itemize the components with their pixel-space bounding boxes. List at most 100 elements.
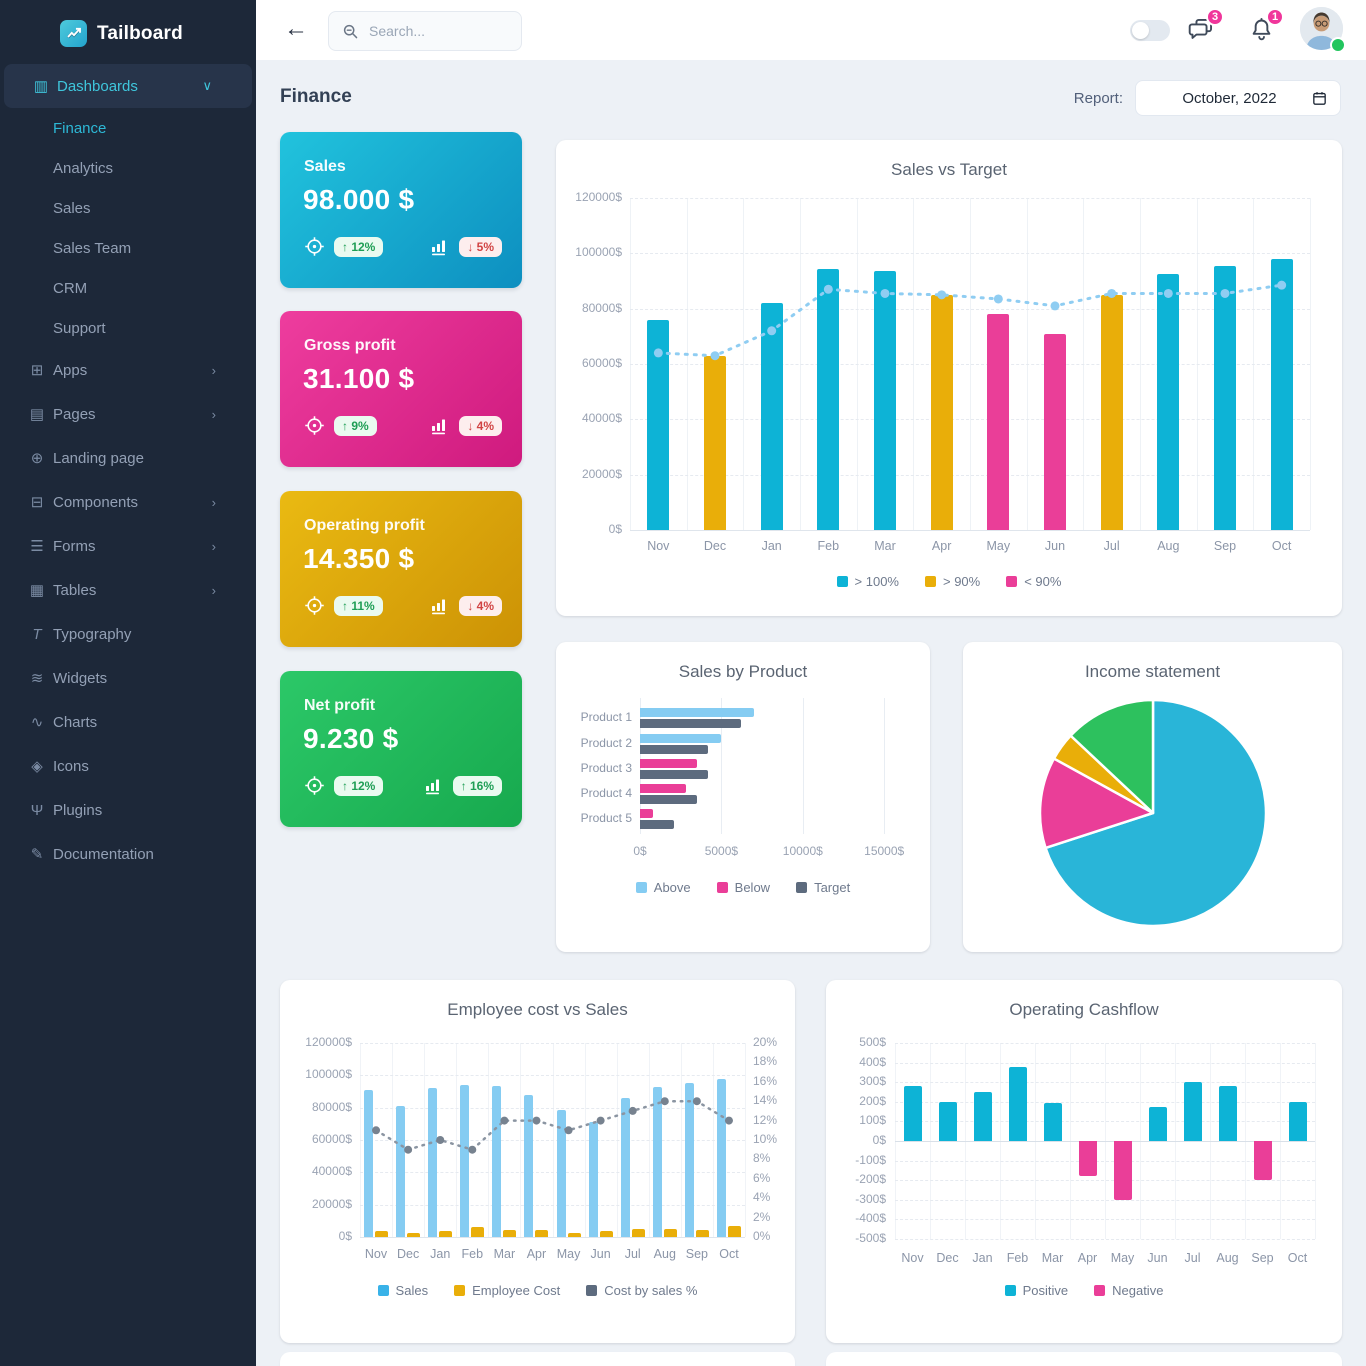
bar-Jul [1100,294,1123,530]
x-label-May: May [1110,1251,1135,1265]
x-label-Mar: Mar [493,1247,516,1261]
sidebar-item-icons[interactable]: ◈ Icons [0,744,256,788]
sidebar-item-components[interactable]: ⊟ Components › [0,480,256,524]
sidebar-item-documentation[interactable]: ✎ Documentation [0,832,256,876]
x-label-Sep: Sep [1251,1251,1274,1265]
chevron-right-icon: › [211,406,216,422]
bar-actual-5 [640,809,654,818]
legend-label: > 90% [942,574,981,589]
sidebar-item-landing-page[interactable]: ⊕ Landing page [0,436,256,480]
kpi-badge-target: ↑ 9% [334,415,377,436]
notifications-button[interactable]: 1 [1248,8,1284,44]
grid-line-h [895,1082,1315,1084]
sidebar-item-label: Tables [53,581,97,599]
x-label-Aug: Aug [1157,539,1180,553]
bar-Sep [1253,1141,1272,1181]
legend-item-1[interactable]: Below [716,880,770,895]
y-tick-label: 500$ [859,1035,886,1049]
legend-label: Negative [1112,1283,1164,1298]
kpi-badge-target: ↑ 12% [334,775,384,796]
bar-sales-Nov [364,1089,374,1237]
bar-chart-icon [430,596,450,615]
sidebar-item-finance[interactable]: Finance [0,108,256,148]
target-point [1050,301,1060,311]
bar-cost-Dec [407,1232,421,1237]
legend-swatch [716,882,728,893]
y-left-label: 120000$ [305,1035,352,1049]
grid-line-h [360,1107,745,1109]
bar-target-5 [640,820,675,829]
y-left-label: 100000$ [305,1067,352,1082]
sidebar-item-widgets[interactable]: ≋ Widgets [0,656,256,700]
x-label-Jan: Jan [761,539,782,553]
legend-item-0[interactable]: > 100% [836,574,899,589]
x-label-Jul: Jul [1103,539,1120,553]
legend-label: Positive [1022,1283,1069,1298]
kpi-title: Sales [304,158,346,175]
bar-Mar [1043,1102,1062,1141]
grid-line-h [895,1062,1315,1064]
y-tick-label: 100$ [859,1113,886,1128]
apps-icon: ⊞ [30,362,44,379]
kpi-badge-target: ↑ 11% [334,595,383,616]
bar-target-2 [640,745,709,754]
bar-Oct [1270,258,1293,530]
sidebar-item-support[interactable]: Support [0,308,256,348]
sidebar-item-forms[interactable]: ☰ Forms › [0,524,256,568]
sidebar-item-sales-team[interactable]: Sales Team [0,228,256,268]
legend-item-2[interactable]: Cost by sales % [586,1283,697,1298]
y-tick-label: -500$ [855,1231,886,1245]
legend-item-0[interactable]: Above [635,880,691,895]
bar-sales-Jan [428,1088,438,1237]
sidebar-item-sales[interactable]: Sales [0,188,256,228]
legend-item-2[interactable]: < 90% [1006,574,1061,589]
chart-title-operating-cashflow: Operating Cashflow [1009,1000,1159,1019]
dashboard-icon: ▥ [33,78,49,95]
sidebar-item-crm[interactable]: CRM [0,268,256,308]
legend-item-1[interactable]: Negative [1094,1283,1163,1298]
legend-item-0[interactable]: Sales [377,1283,428,1298]
grid-line-v [721,698,723,834]
panel-sales-by-product: Sales by Product 0$ 5000$ 10000$ 15000$ Prod… [556,642,930,952]
sidebar-item-plugins[interactable]: Ψ Plugins [0,788,256,832]
legend-swatch [924,576,936,587]
calendar-icon[interactable] [1311,90,1328,107]
app-logo[interactable]: Tailboard [60,20,183,47]
legend-item-2[interactable]: Target [796,880,850,895]
legend-swatch [1094,1285,1106,1296]
sidebar-item-pages[interactable]: ▤ Pages › [0,392,256,436]
x-label-Feb: Feb [1006,1251,1029,1265]
sidebar-item-label: Widgets [53,669,108,687]
sidebar-item-analytics[interactable]: Analytics [0,148,256,188]
theme-toggle[interactable] [1130,20,1170,41]
sidebar-item-tables[interactable]: ▦ Tables › [0,568,256,612]
legend-item-1[interactable]: > 90% [924,574,981,589]
pie-slice-4 [1069,698,1155,815]
bar-cost-Nov [375,1231,389,1237]
kpi-title: Operating profit [304,517,425,534]
y-right-label: 16% [753,1073,778,1088]
user-avatar[interactable] [1300,7,1343,50]
messages-button[interactable]: 3 [1188,8,1224,44]
target-point [880,288,890,298]
legend-item-0[interactable]: Positive [1004,1283,1069,1298]
sidebar-item-dashboards[interactable]: ▥ Dashboards ∨ [4,64,252,108]
page-title: Finance [280,86,352,107]
search-input[interactable] [367,22,501,40]
kpi-card-sales: Sales 98.000 $ ↑ 12% ↓ 5% [280,132,522,288]
legend-label: Target [814,880,851,895]
sidebar-item-apps[interactable]: ⊞ Apps › [0,348,256,392]
kpi-badge-trend: ↓ 4% [459,415,502,436]
back-arrow-icon[interactable]: ← [284,15,308,42]
legend-item-1[interactable]: Employee Cost [454,1283,560,1298]
legend-employee-cost: Sales Employee Cost Cost by sales % [280,1283,795,1298]
bar-cost-Jan [439,1231,453,1237]
x-label-Oct: Oct [1287,1251,1308,1265]
sidebar-item-typography[interactable]: T Typography [0,612,256,656]
report-label: Report: [1073,89,1123,107]
report-date-input[interactable]: October, 2022 [1135,80,1341,116]
grid-line-h [630,364,1310,365]
sidebar-item-charts[interactable]: ∿ Charts [0,700,256,744]
kpi-value: 14.350 $ [303,543,415,574]
